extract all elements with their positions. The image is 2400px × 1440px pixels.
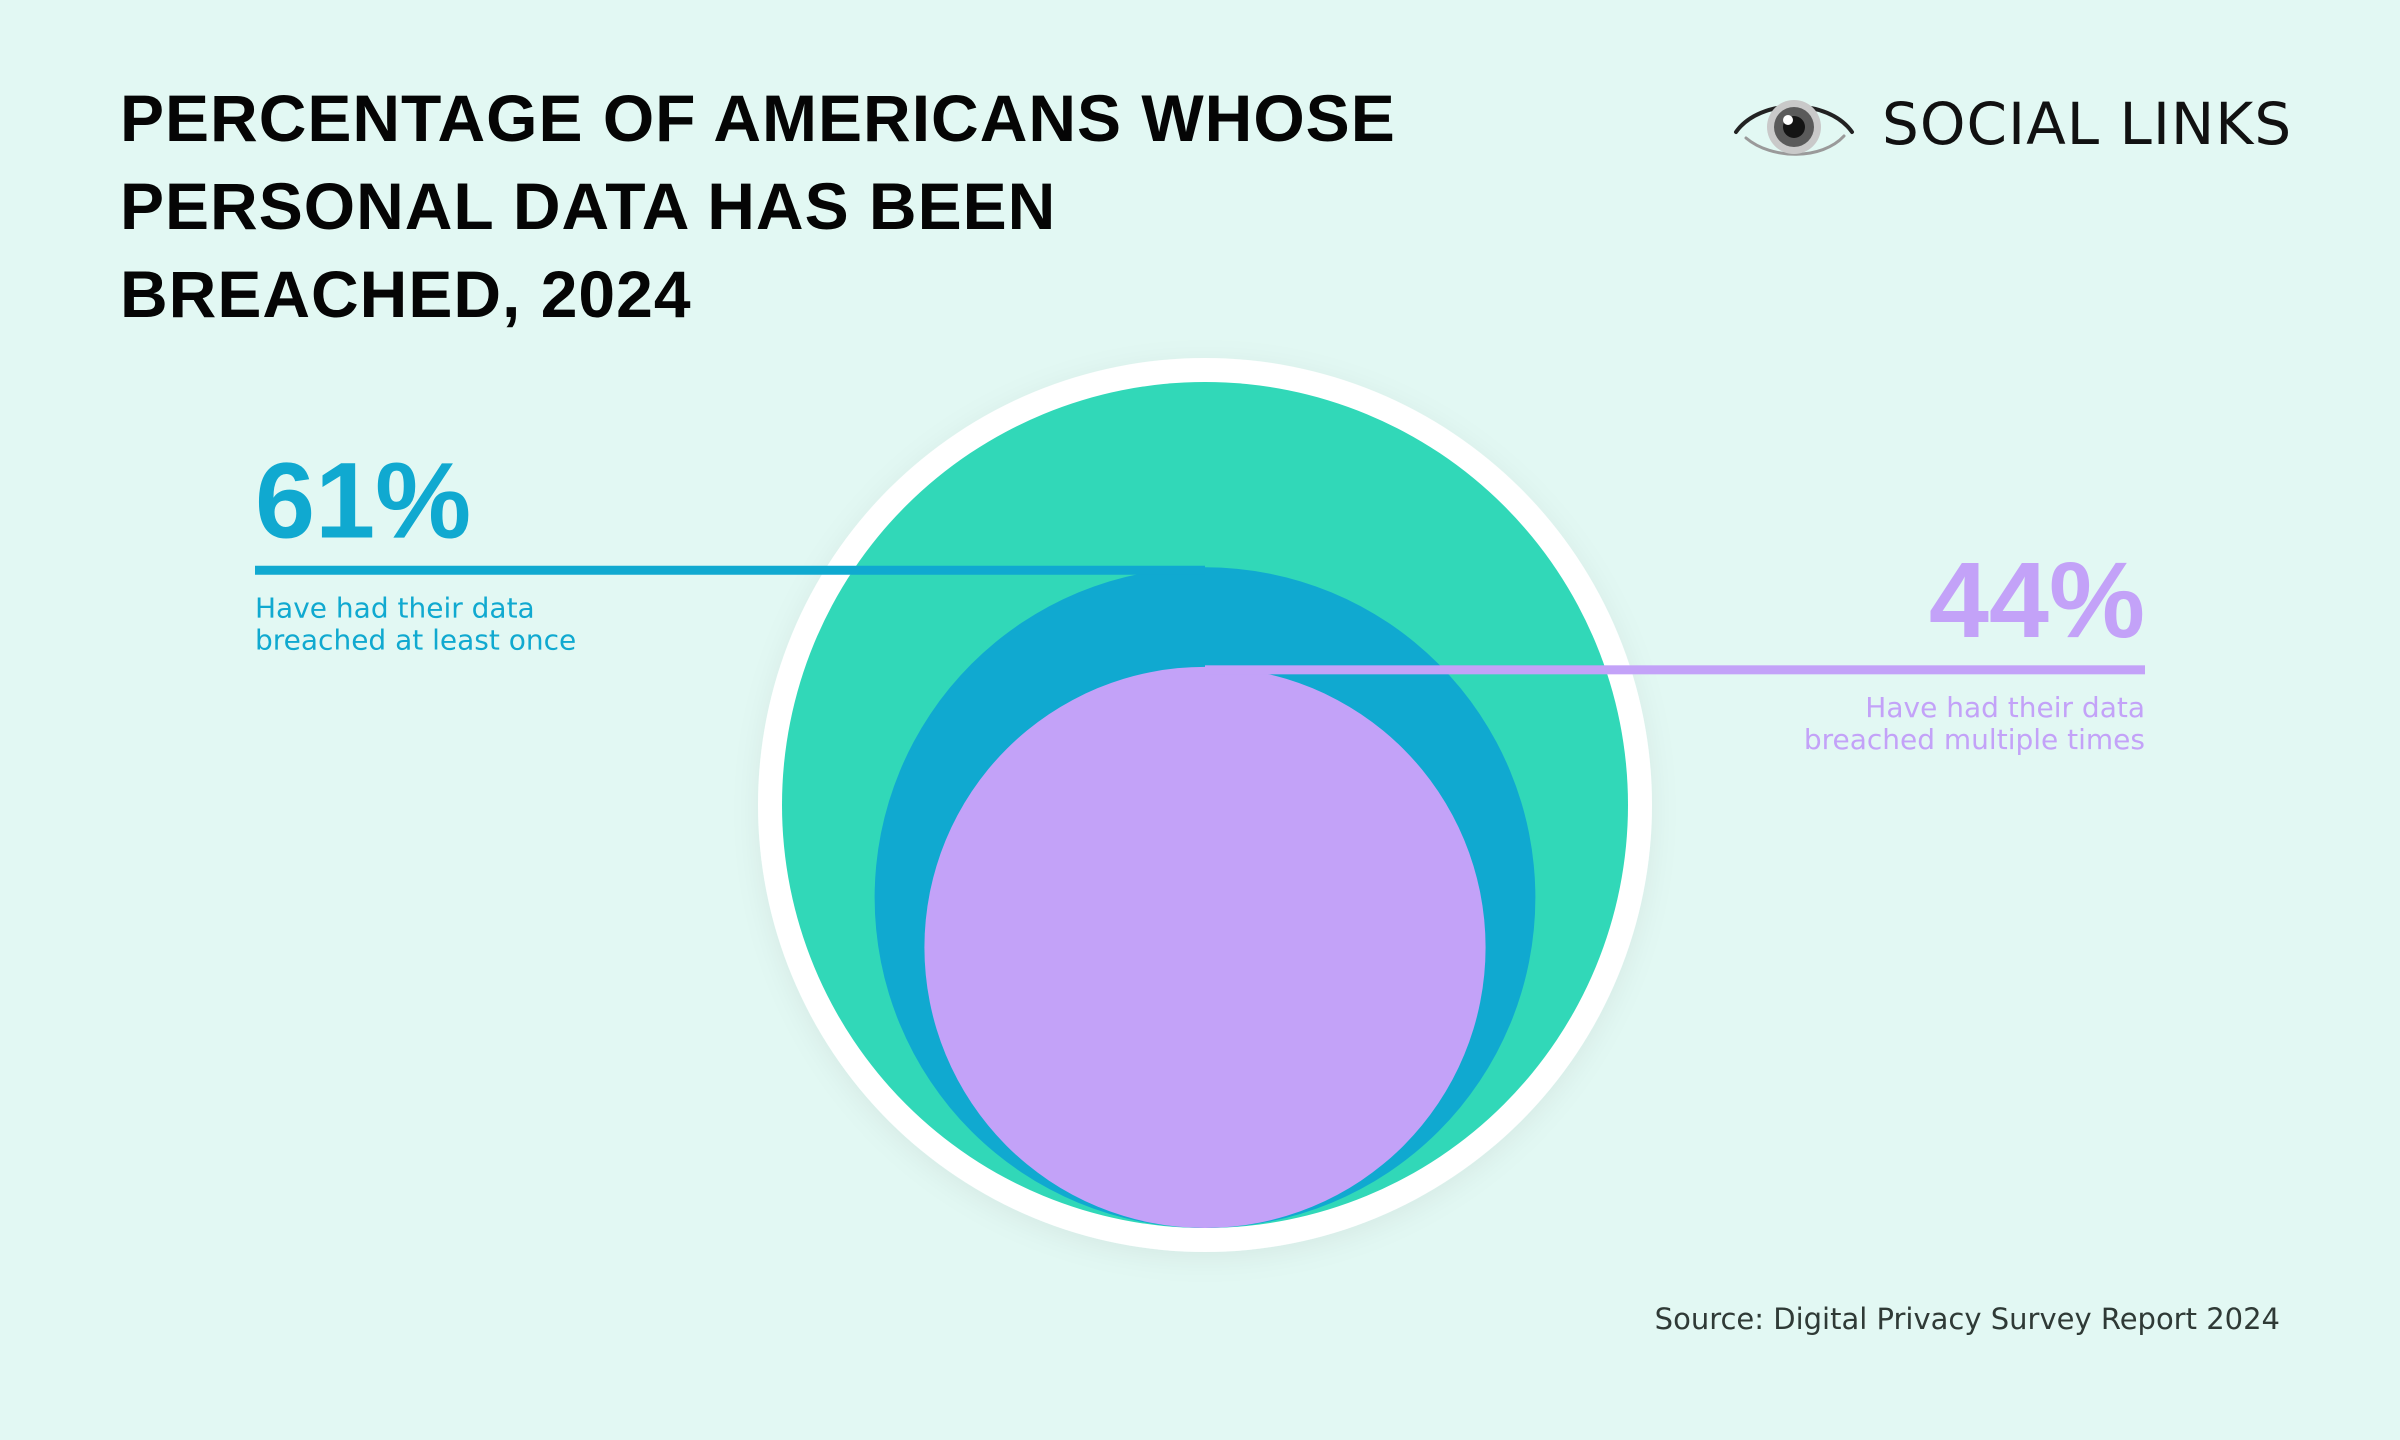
- description-line-61: Have had their data: [255, 591, 535, 624]
- description-line-44: Have had their data: [1865, 691, 2145, 724]
- leader-line-44: [1205, 665, 2145, 675]
- brand-logo: SOCIAL LINKS: [1728, 78, 2292, 170]
- series-circle-44: [924, 666, 1486, 1228]
- value-label-61: 61%: [255, 439, 471, 560]
- chart-title: PERCENTAGE OF AMERICANS WHOSE PERSONAL D…: [120, 81, 1396, 331]
- description-line-61: breached at least once: [255, 623, 576, 656]
- value-label-44: 44%: [1929, 539, 2145, 660]
- eye-icon: [1728, 78, 1860, 170]
- leader-line-61: [255, 565, 1205, 575]
- description-line-44: breached multiple times: [1804, 723, 2145, 756]
- brand-name: SOCIAL LINKS: [1882, 90, 2293, 158]
- source-note: Source: Digital Privacy Survey Report 20…: [1654, 1302, 2280, 1336]
